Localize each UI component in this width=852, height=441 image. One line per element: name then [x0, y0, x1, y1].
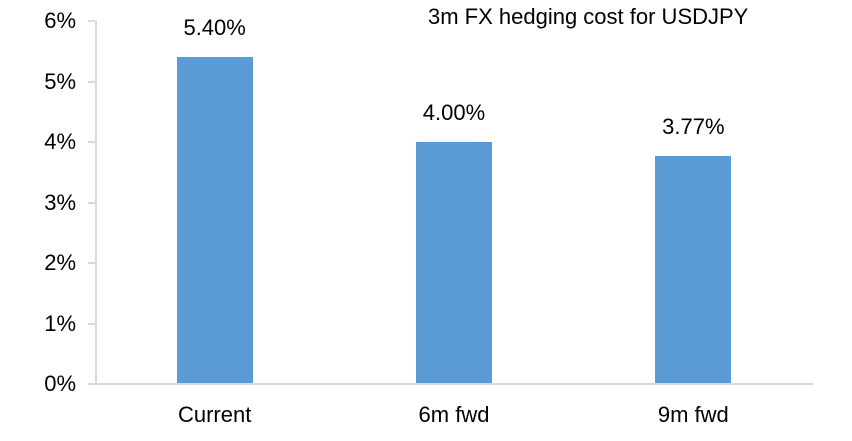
x-axis-category-label: 9m fwd — [657, 402, 729, 427]
x-axis-category-label: 6m fwd — [418, 402, 490, 427]
x-axis-category-label: Current — [177, 402, 252, 427]
bar-data-label: 5.40% — [183, 15, 246, 41]
bar-6m-fwd — [416, 142, 492, 383]
x-axis-line — [88, 383, 813, 385]
y-axis-tick-mark — [88, 201, 95, 204]
y-axis-tick-mark — [88, 20, 95, 22]
y-axis-tick-label: 2% — [44, 250, 76, 275]
y-axis-tick-label: 1% — [44, 310, 76, 336]
y-axis-tick-label: 5% — [44, 68, 76, 94]
bar-current — [176, 57, 253, 383]
chart-title: 3m FX hedging cost for USDJPY — [428, 4, 749, 29]
bar-data-label: 4.00% — [422, 100, 486, 125]
y-axis-tick-label: 3% — [44, 189, 76, 215]
y-axis-tick-mark — [88, 141, 95, 143]
bar-data-label: 3.77% — [662, 113, 725, 139]
y-axis-tick-mark — [88, 262, 95, 264]
y-axis-tick-label: 4% — [44, 129, 76, 154]
y-axis-tick-mark — [88, 322, 95, 325]
y-axis-line — [95, 21, 97, 384]
y-axis-tick-label: 6% — [44, 8, 76, 33]
y-axis-tick-label: 0% — [44, 371, 76, 396]
bar-9m-fwd — [655, 155, 732, 383]
y-axis-tick-mark — [88, 80, 95, 83]
